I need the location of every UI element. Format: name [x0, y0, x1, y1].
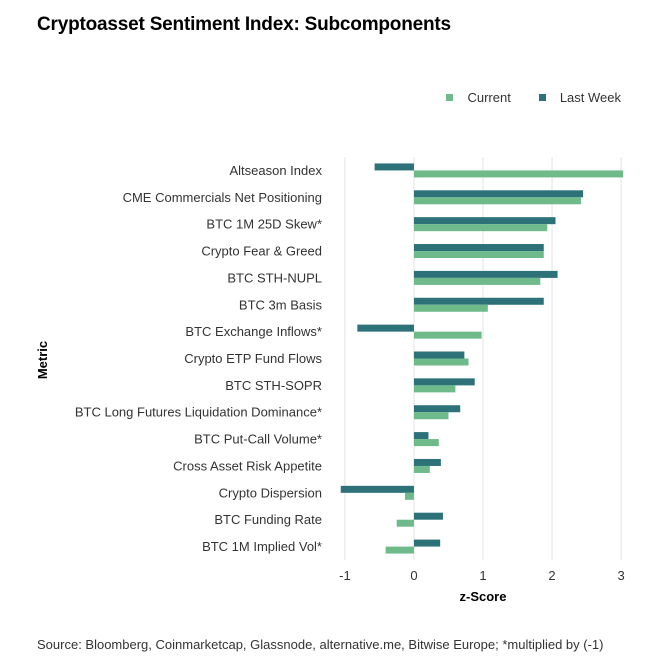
category-label: BTC Exchange Inflows* — [185, 324, 322, 339]
category-label: BTC Funding Rate — [214, 512, 322, 527]
bar-current — [413, 197, 582, 205]
legend: Current Last Week — [446, 90, 621, 105]
legend-label-current: Current — [467, 90, 511, 105]
bar-current — [413, 277, 541, 285]
bar-last-week — [413, 351, 465, 359]
x-tick-label: 2 — [548, 568, 555, 583]
bar-current — [413, 385, 456, 393]
legend-item-last-week: Last Week — [538, 90, 621, 105]
bar-current — [413, 439, 439, 447]
bar-current — [413, 465, 430, 473]
bar-last-week — [413, 378, 475, 386]
legend-label-last-week: Last Week — [559, 90, 621, 105]
bar-last-week — [413, 270, 558, 278]
category-label: BTC 1M Implied Vol* — [202, 539, 322, 554]
bar-current — [413, 358, 469, 366]
bar-last-week — [374, 163, 414, 171]
bar-last-week — [413, 512, 443, 520]
bar-current — [413, 412, 449, 420]
bar-last-week — [413, 190, 584, 198]
x-tick-label: -1 — [339, 568, 351, 583]
x-tick-label: 0 — [410, 568, 417, 583]
category-label: BTC Put-Call Volume* — [194, 432, 322, 447]
category-label: BTC Long Futures Liquidation Dominance* — [75, 405, 322, 420]
bar-current — [413, 331, 482, 339]
category-label: BTC 3m Basis — [239, 297, 323, 312]
bar-last-week — [357, 324, 414, 332]
bar-last-week — [340, 485, 414, 493]
bar-last-week — [413, 217, 556, 225]
category-label: Crypto Fear & Greed — [201, 244, 322, 259]
legend-swatch-current — [446, 94, 454, 101]
bar-current — [396, 519, 414, 527]
y-axis-title: Metric — [35, 341, 50, 379]
bar-current — [385, 546, 414, 554]
x-tick-label: 3 — [617, 568, 624, 583]
legend-swatch-last-week — [538, 94, 546, 101]
bar-last-week — [413, 244, 544, 252]
bar-current — [413, 304, 488, 312]
category-label: Cross Asset Risk Appetite — [173, 458, 322, 473]
bar-last-week — [413, 539, 441, 547]
bar-current — [413, 224, 548, 232]
x-tick-label: 1 — [479, 568, 486, 583]
category-label: BTC STH-SOPR — [225, 378, 322, 393]
bar-last-week — [413, 458, 441, 466]
category-label: CME Commercials Net Positioning — [123, 190, 322, 205]
chart-title: Cryptoasset Sentiment Index: Subcomponen… — [37, 14, 451, 35]
x-axis-title: z-Score — [460, 589, 507, 604]
source-note: Source: Bloomberg, Coinmarketcap, Glassn… — [37, 637, 604, 652]
category-label: Altseason Index — [229, 163, 322, 178]
bar-last-week — [413, 405, 461, 413]
bar-current — [404, 492, 414, 500]
bar-last-week — [413, 297, 544, 305]
bar-current — [413, 170, 624, 178]
legend-item-current: Current — [446, 90, 511, 105]
category-label: Crypto Dispersion — [219, 485, 322, 500]
bar-last-week — [413, 432, 429, 440]
category-label: BTC STH-NUPL — [227, 270, 322, 285]
bar-current — [413, 251, 544, 259]
category-label: Crypto ETP Fund Flows — [184, 351, 322, 366]
category-label: BTC 1M 25D Skew* — [206, 217, 322, 232]
